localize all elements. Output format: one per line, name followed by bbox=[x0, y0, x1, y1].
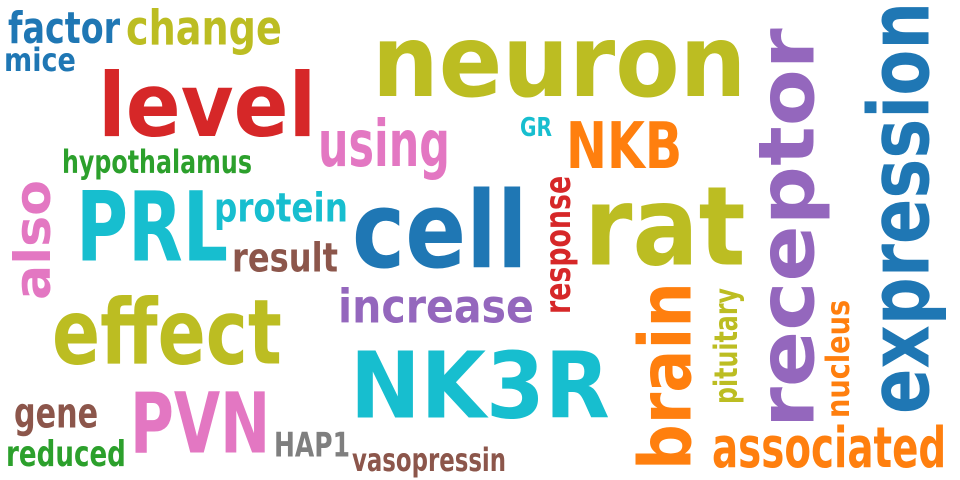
word-associated: associated bbox=[712, 414, 947, 480]
word-brain: brain bbox=[623, 282, 708, 470]
word-nk3r: NK3R bbox=[350, 331, 610, 440]
word-change: change bbox=[126, 0, 282, 56]
word-nkb: NKB bbox=[566, 108, 683, 184]
word-gene: gene bbox=[14, 388, 99, 438]
word-also: also bbox=[3, 180, 63, 300]
word-neuron: neuron bbox=[372, 3, 747, 120]
word-increase: increase bbox=[338, 279, 534, 334]
word-vasopressin: vasopressin bbox=[352, 441, 507, 479]
word-pituitary: pituitary bbox=[707, 288, 745, 404]
word-expression: expression bbox=[850, 1, 949, 415]
word-receptor: receptor bbox=[740, 28, 833, 429]
word-effect: effect bbox=[52, 279, 282, 386]
word-reduced: reduced bbox=[6, 432, 126, 475]
word-pvn: PVN bbox=[130, 374, 271, 473]
word-prl: PRL bbox=[76, 171, 229, 284]
word-nucleus: nucleus bbox=[819, 299, 857, 418]
word-hypothalamus: hypothalamus bbox=[62, 143, 252, 181]
word-factor: factor bbox=[8, 2, 121, 54]
word-cell: cell bbox=[352, 168, 528, 293]
word-protein: protein bbox=[214, 184, 348, 232]
word-using: using bbox=[318, 106, 450, 182]
word-gr: GR bbox=[520, 111, 553, 143]
word-response: response bbox=[536, 175, 579, 314]
word-result: result bbox=[232, 234, 338, 282]
word-level: level bbox=[98, 54, 317, 158]
word-mice: mice bbox=[4, 41, 76, 79]
word-rat: rat bbox=[584, 162, 746, 291]
word-hap1: HAP1 bbox=[274, 424, 350, 465]
